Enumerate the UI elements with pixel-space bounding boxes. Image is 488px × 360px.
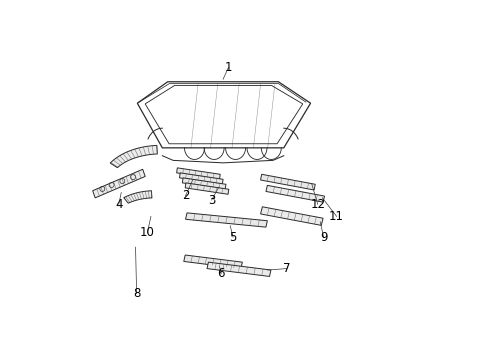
Text: 5: 5 [229,231,236,244]
Polygon shape [183,255,242,269]
Text: 4: 4 [115,198,122,211]
Polygon shape [182,178,225,189]
Text: 9: 9 [320,231,327,244]
Polygon shape [185,183,228,194]
Text: 10: 10 [140,226,155,239]
Polygon shape [110,145,157,168]
Text: 2: 2 [182,189,189,202]
Polygon shape [176,168,220,179]
Polygon shape [185,213,267,227]
Polygon shape [179,173,223,184]
Text: 12: 12 [309,198,325,211]
Text: 3: 3 [207,194,215,207]
Polygon shape [265,185,324,202]
Polygon shape [93,169,145,198]
Text: 7: 7 [283,262,290,275]
Text: 8: 8 [133,287,140,300]
Polygon shape [123,191,152,203]
Polygon shape [206,262,270,276]
Polygon shape [260,207,323,225]
Text: 6: 6 [217,267,224,280]
Polygon shape [260,174,315,190]
Text: 1: 1 [224,61,232,74]
Text: 11: 11 [328,210,344,223]
